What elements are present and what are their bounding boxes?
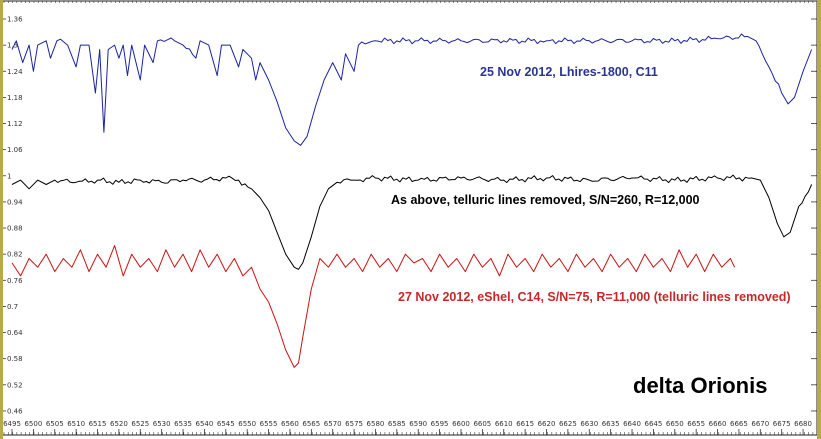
y-tick-label: 1.36 — [7, 16, 23, 24]
y-tick-label: 1.06 — [7, 146, 23, 154]
x-tick-label: 6665 — [730, 420, 748, 428]
y-tick-label: 0.46 — [7, 407, 23, 415]
x-tick-label: 6640 — [623, 420, 641, 428]
x-tick-label: 6655 — [687, 420, 705, 428]
x-tick-label: 6515 — [89, 420, 107, 428]
series-line-1 — [11, 33, 813, 146]
annotation-series-1: 25 Nov 2012, Lhires-1800, C11 — [480, 65, 658, 79]
x-tick-label: 6505 — [46, 420, 64, 428]
x-tick-label: 6670 — [751, 420, 769, 428]
x-tick-label: 6510 — [67, 420, 85, 428]
x-tick-label: 6615 — [516, 420, 534, 428]
y-tick-label: 0.94 — [7, 198, 23, 206]
x-tick-label: 6550 — [238, 420, 256, 428]
x-tick-label: 6500 — [24, 420, 42, 428]
x-tick-label: 6680 — [794, 420, 812, 428]
left-border — [0, 0, 3, 439]
x-tick-label: 6675 — [773, 420, 791, 428]
x-tick-label: 6605 — [473, 420, 491, 428]
y-tick-label: 1.24 — [7, 68, 23, 76]
x-tick-label: 6560 — [281, 420, 299, 428]
annotation-series-2: As above, telluric lines removed, S/N=26… — [391, 193, 700, 207]
x-tick-label: 6555 — [260, 420, 278, 428]
x-tick-label: 6660 — [709, 420, 727, 428]
x-tick-label: 6530 — [153, 420, 171, 428]
x-tick-label: 6575 — [345, 420, 363, 428]
x-tick-label: 6645 — [644, 420, 662, 428]
x-tick-label: 6650 — [666, 420, 684, 428]
right-border — [817, 0, 821, 439]
x-tick-label: 6595 — [431, 420, 449, 428]
x-tick-label: 6590 — [409, 420, 427, 428]
series-line-2 — [11, 174, 813, 270]
y-tick-label: 0.7 — [7, 303, 18, 311]
x-tick-label: 6585 — [388, 420, 406, 428]
y-tick-label: 0.52 — [7, 381, 23, 389]
x-tick-label: 6535 — [174, 420, 192, 428]
x-tick-label: 6545 — [217, 420, 235, 428]
y-tick-label: 0.88 — [7, 225, 23, 233]
x-tick-label: 6525 — [131, 420, 149, 428]
x-tick-label: 6570 — [324, 420, 342, 428]
y-tick-label: 1 — [7, 172, 11, 180]
y-tick-label: 1.18 — [7, 94, 23, 102]
y-tick-label: 1.12 — [7, 120, 23, 128]
annotation-series-3: 27 Nov 2012, eShel, C14, S/N=75, R=11,00… — [398, 290, 791, 304]
chart-title: delta Orionis — [633, 373, 767, 398]
y-tick-label: 0.58 — [7, 355, 23, 363]
x-tick-label: 6520 — [110, 420, 128, 428]
y-tick-label: 0.82 — [7, 251, 23, 259]
series-lines — [11, 33, 813, 368]
x-tick-label: 6580 — [367, 420, 385, 428]
x-tick-label: 6540 — [196, 420, 214, 428]
series-line-3 — [11, 245, 736, 368]
y-tick-label: 0.76 — [7, 277, 23, 285]
x-tick-label: 6635 — [602, 420, 620, 428]
x-tick-label: 6630 — [580, 420, 598, 428]
x-tick-label: 6620 — [538, 420, 556, 428]
x-tick-label: 6565 — [302, 420, 320, 428]
x-tick-label: 6495 — [3, 420, 21, 428]
y-tick-label: 1.3 — [7, 42, 18, 50]
x-tick-label: 6600 — [452, 420, 470, 428]
y-tick-label: 0.64 — [7, 329, 23, 337]
x-tick-label: 6610 — [495, 420, 513, 428]
x-tick-label: 6625 — [559, 420, 577, 428]
